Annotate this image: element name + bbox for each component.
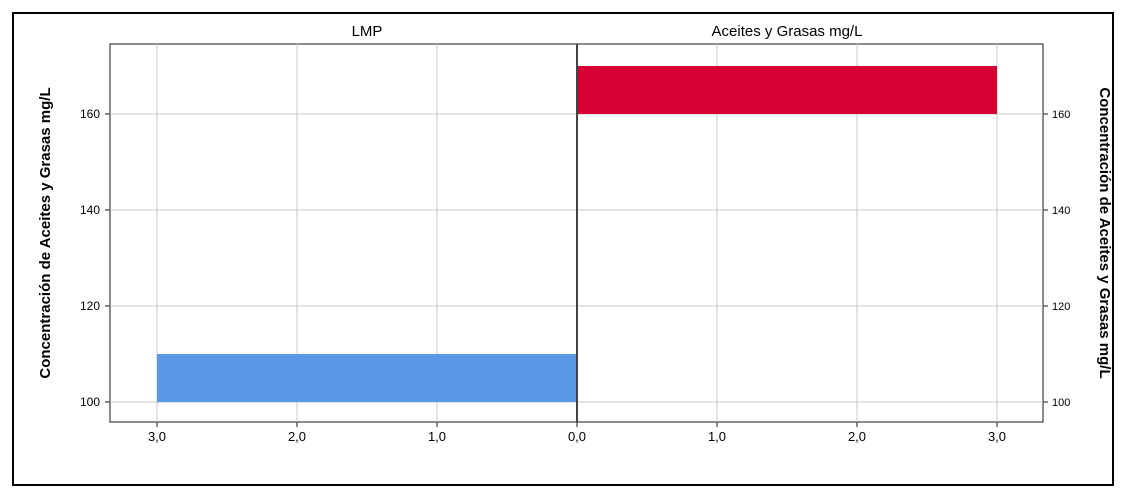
panel-title-right: Aceites y Grasas mg/L — [712, 23, 863, 40]
x-tick-label: 3,0 — [988, 429, 1006, 444]
x-tick-label: 0,0 — [568, 429, 586, 444]
y-tick-label-right: 100 — [1052, 397, 1070, 409]
y-axis-label-left: Concentración de Aceites y Grasas mg/L — [37, 87, 54, 378]
y-tick-label-right: 120 — [1052, 301, 1070, 313]
bar-aceites-grasas — [577, 66, 997, 114]
y-tick-label-right: 140 — [1052, 205, 1070, 217]
y-tick-label-left: 120 — [80, 299, 100, 313]
bar-lmp — [157, 354, 577, 402]
y-tick-label-left: 160 — [80, 107, 100, 121]
y-tick-label-left: 100 — [80, 395, 100, 409]
x-tick-label: 1,0 — [708, 429, 726, 444]
x-tick-label: 2,0 — [848, 429, 866, 444]
panel-title-left: LMP — [352, 23, 383, 40]
x-tick-label: 1,0 — [428, 429, 446, 444]
x-tick-label: 3,0 — [148, 429, 166, 444]
y-tick-label-right: 160 — [1052, 109, 1070, 121]
x-tick-label: 2,0 — [288, 429, 306, 444]
y-axis-label-right: Concentración de Aceites y Grasas mg/L — [1096, 87, 1113, 378]
y-tick-label-left: 140 — [80, 203, 100, 217]
